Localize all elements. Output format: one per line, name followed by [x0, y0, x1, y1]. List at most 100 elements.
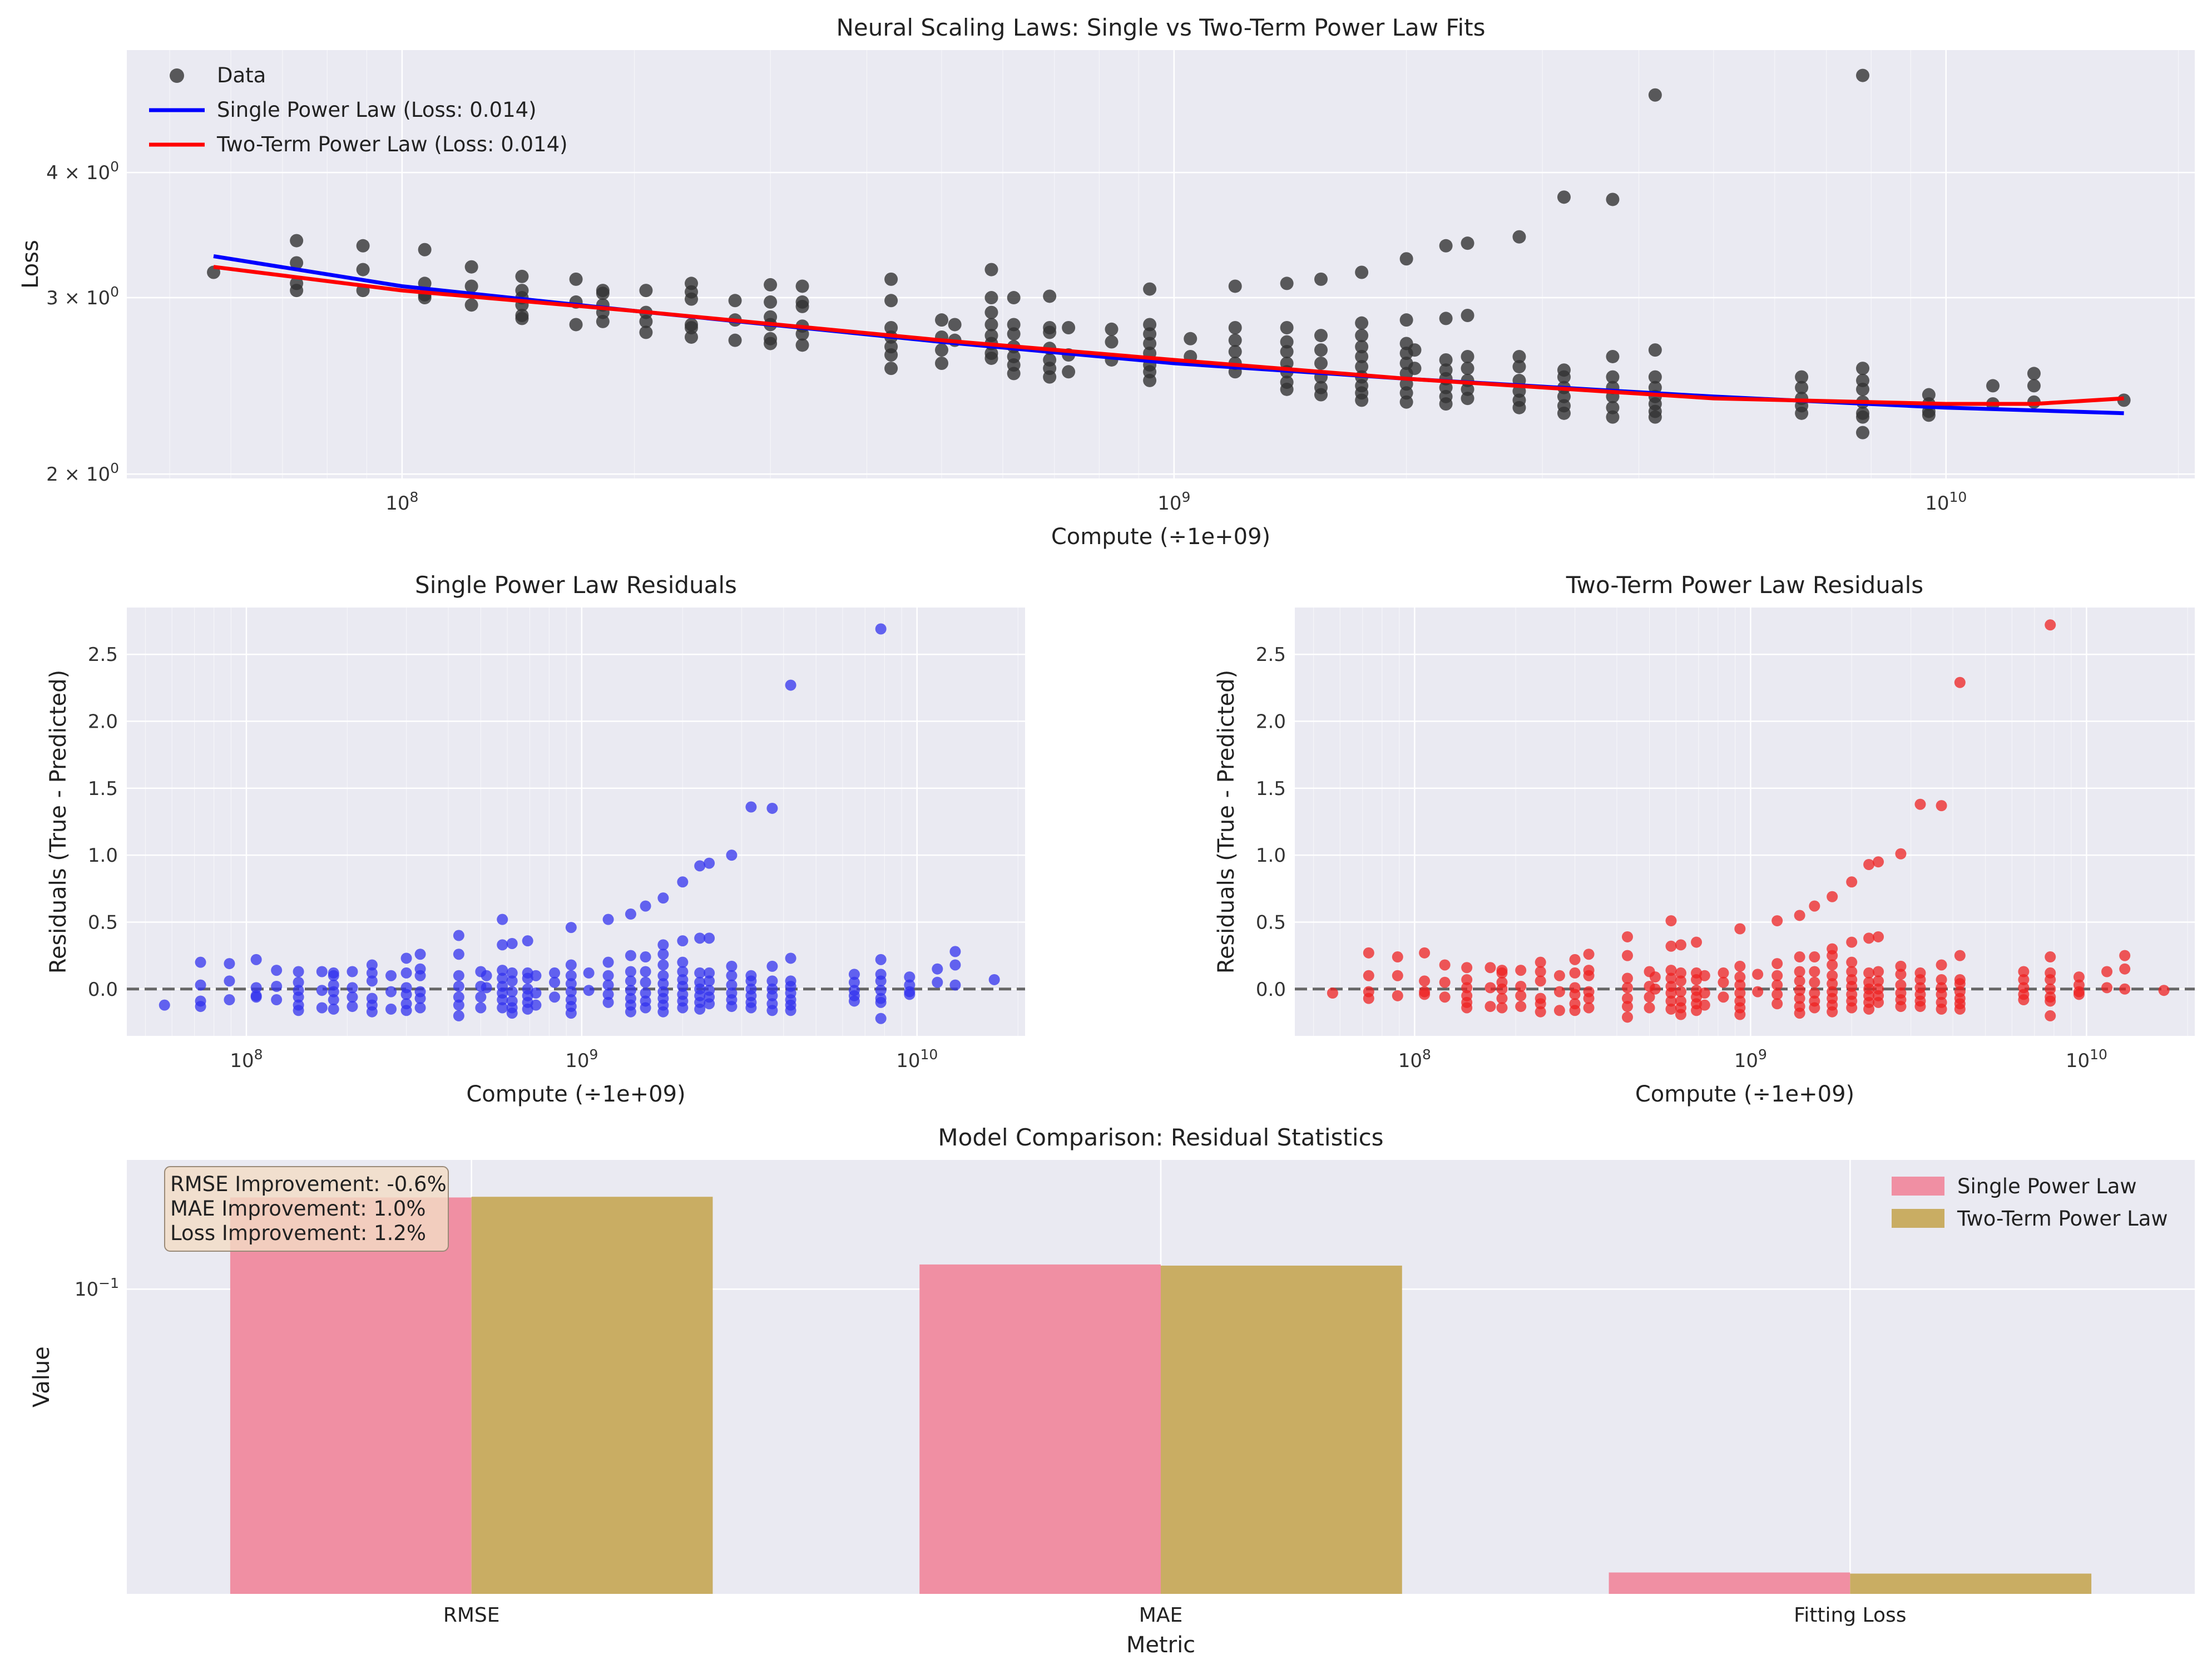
data-point — [1007, 367, 1021, 381]
data-point — [549, 967, 561, 979]
data-point — [2073, 989, 2085, 1000]
data-point — [1143, 337, 1157, 350]
data-point — [565, 978, 577, 990]
data-point — [1922, 408, 1936, 422]
data-point — [848, 969, 860, 980]
data-point — [1007, 291, 1021, 305]
data-point — [1895, 960, 1907, 972]
data-point — [1515, 965, 1527, 976]
data-point — [625, 908, 636, 920]
data-point — [400, 1005, 412, 1016]
panel-fits: Neural Scaling Laws: Single vs Two-Term … — [18, 14, 2195, 550]
data-point — [1143, 282, 1157, 296]
data-point — [414, 949, 426, 960]
x-axis-label: Compute (÷1e+09) — [466, 1082, 685, 1107]
data-point — [1583, 970, 1595, 981]
data-point — [1794, 1008, 1805, 1019]
data-point — [293, 991, 304, 1003]
data-point — [848, 976, 860, 988]
data-point — [1496, 1002, 1508, 1014]
data-point — [2119, 983, 2131, 995]
data-point — [1718, 976, 1729, 988]
data-point — [530, 999, 542, 1011]
data-point — [549, 976, 561, 988]
data-point — [1809, 987, 1820, 999]
data-point — [1665, 965, 1677, 976]
data-point — [1873, 996, 1884, 1008]
data-point — [1863, 1003, 1875, 1015]
data-point — [1606, 349, 1620, 363]
data-point — [250, 954, 262, 965]
data-point — [1863, 967, 1875, 979]
y-tick-label: 2 × 100 — [46, 460, 119, 486]
data-point — [414, 992, 426, 1004]
x-tick-label: 108 — [385, 489, 418, 515]
data-point — [1795, 406, 1809, 420]
data-point — [1856, 68, 1870, 82]
y-tick-label: 0.5 — [1256, 911, 1286, 934]
x-tick-label: MAE — [1139, 1604, 1182, 1627]
data-point — [1484, 1001, 1496, 1013]
data-point — [596, 314, 610, 328]
data-point — [1461, 974, 1473, 985]
data-point — [1439, 397, 1453, 411]
data-point — [1143, 327, 1157, 341]
data-point — [1355, 349, 1369, 363]
data-point — [1392, 990, 1403, 1001]
data-point — [1665, 940, 1677, 952]
data-point — [764, 295, 778, 309]
data-point — [224, 958, 235, 970]
data-point — [328, 970, 339, 981]
data-point — [657, 939, 669, 951]
data-point — [1954, 1003, 1966, 1015]
x-tick-label: 109 — [1157, 489, 1190, 515]
data-point — [290, 256, 304, 270]
data-point — [2101, 966, 2113, 977]
data-point — [704, 975, 715, 987]
data-point — [1043, 289, 1057, 303]
data-point — [1734, 1009, 1746, 1020]
chart-title: Single Power Law Residuals — [415, 571, 737, 599]
data-point — [1691, 936, 1703, 948]
data-point — [522, 935, 533, 947]
data-point — [1439, 959, 1451, 971]
data-point — [1062, 365, 1076, 379]
data-point — [1648, 88, 1662, 102]
data-point — [1184, 332, 1197, 345]
data-point — [657, 1006, 669, 1018]
data-point — [1771, 915, 1783, 927]
data-point — [1895, 979, 1907, 991]
data-point — [726, 850, 738, 861]
plot-area — [127, 608, 1025, 1036]
data-point — [224, 994, 235, 1006]
data-point — [453, 1010, 464, 1021]
data-point — [677, 1002, 689, 1014]
data-point — [1363, 947, 1374, 959]
data-point — [694, 932, 706, 944]
data-point — [1512, 401, 1526, 414]
data-point — [506, 1008, 518, 1019]
data-point — [366, 1006, 378, 1018]
data-point — [1795, 381, 1809, 394]
data-point — [2018, 974, 2030, 985]
data-point — [1863, 859, 1875, 870]
data-point — [347, 966, 358, 977]
data-point — [1363, 970, 1374, 981]
data-point — [1954, 676, 1966, 688]
data-point — [1280, 321, 1294, 335]
data-point — [935, 313, 949, 327]
data-point — [640, 1002, 651, 1014]
data-point — [1954, 950, 1966, 961]
data-point — [602, 996, 614, 1008]
data-point — [1827, 970, 1838, 981]
bar-single — [919, 1264, 1161, 1594]
y-tick-label: 2.0 — [1256, 711, 1286, 733]
y-tick-label: 1.5 — [1256, 778, 1286, 800]
data-point — [1734, 971, 1746, 983]
data-point — [639, 284, 653, 298]
data-point — [1228, 333, 1242, 347]
data-point — [1399, 386, 1413, 400]
data-point — [565, 1008, 577, 1019]
chart-title: Neural Scaling Laws: Single vs Two-Term … — [836, 14, 1485, 41]
